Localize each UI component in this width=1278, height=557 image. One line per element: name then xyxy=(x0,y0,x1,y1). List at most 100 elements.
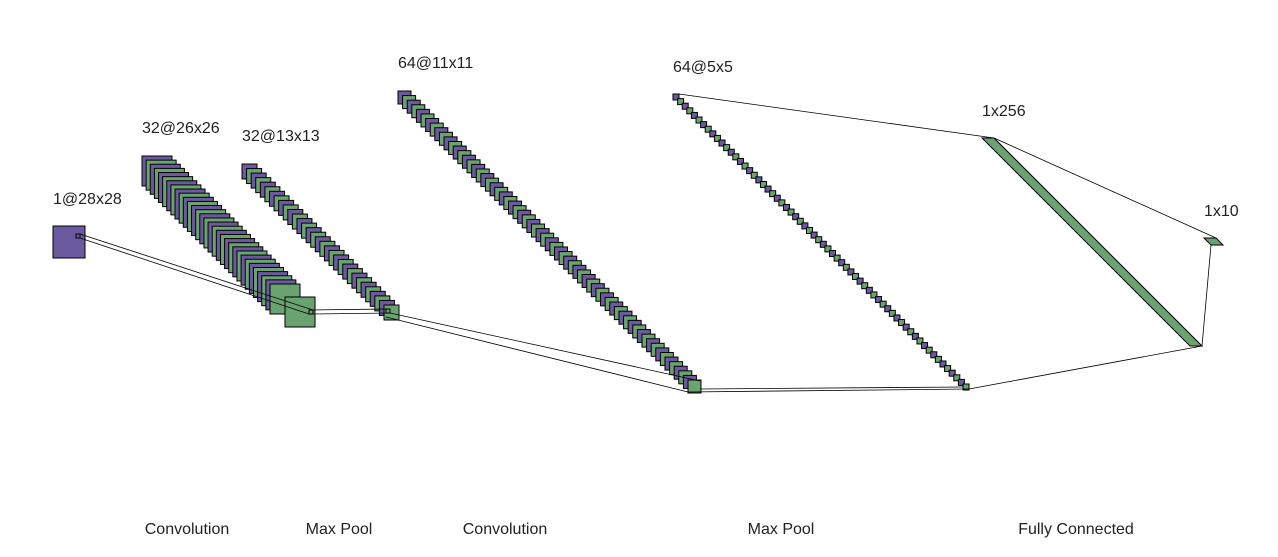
layer-pool2-stack xyxy=(672,93,970,391)
feature-map xyxy=(957,378,965,386)
feature-map xyxy=(925,346,933,354)
feature-map xyxy=(875,296,883,304)
feature-map xyxy=(52,225,86,259)
feature-map xyxy=(681,102,689,110)
feature-map xyxy=(884,305,892,313)
connection-line xyxy=(385,316,689,393)
feature-map xyxy=(718,139,726,147)
feature-map xyxy=(944,365,952,373)
operation-label-convolution-1: Convolution xyxy=(145,521,230,538)
feature-map xyxy=(805,226,813,234)
layer-label-pool1: 32@13x13 xyxy=(242,128,320,145)
layer-conv2-stack xyxy=(397,90,702,394)
feature-map xyxy=(792,213,800,221)
layer-label-pool2: 64@5x5 xyxy=(673,59,733,76)
feature-map xyxy=(824,245,832,253)
feature-map xyxy=(787,208,795,216)
connection-line xyxy=(79,237,310,315)
operation-label-maxpool-2: Max Pool xyxy=(748,521,815,538)
layer-pool1-stack xyxy=(241,163,400,321)
layer-fc10-bar xyxy=(1202,237,1225,246)
kernel-window xyxy=(308,309,314,315)
connection-line xyxy=(1201,244,1212,347)
feature-map xyxy=(819,240,827,248)
feature-map xyxy=(704,125,712,133)
feature-map xyxy=(856,277,864,285)
feature-map xyxy=(911,332,919,340)
feature-map xyxy=(686,107,694,115)
feature-map xyxy=(810,231,818,239)
feature-map xyxy=(700,121,708,129)
operation-label-fully-connected: Fully Connected xyxy=(1018,521,1134,538)
feature-map xyxy=(741,162,749,170)
layer-fc256-bar xyxy=(980,137,1204,347)
kernel-window xyxy=(75,233,81,239)
feature-map xyxy=(755,176,763,184)
connection-line xyxy=(308,308,387,311)
feature-map xyxy=(879,300,887,308)
feature-map xyxy=(842,263,850,271)
feature-map xyxy=(695,116,703,124)
feature-map xyxy=(921,342,929,350)
layer-label-input: 1@28x28 xyxy=(53,191,122,208)
feature-map xyxy=(782,203,790,211)
feature-map xyxy=(769,190,777,198)
layer-input-stack xyxy=(52,225,86,259)
feature-map xyxy=(865,286,873,294)
feature-map xyxy=(677,98,685,106)
layer-conv1-stack xyxy=(141,155,316,328)
operation-label-maxpool-1: Max Pool xyxy=(306,521,373,538)
layer-label-conv1: 32@26x26 xyxy=(142,120,220,137)
feature-map xyxy=(888,309,896,317)
feature-map xyxy=(723,144,731,152)
feature-map xyxy=(861,282,869,290)
feature-map xyxy=(778,199,786,207)
connection-line xyxy=(687,388,970,393)
feature-map xyxy=(690,111,698,119)
feature-map xyxy=(893,314,901,322)
feature-map xyxy=(709,130,717,138)
dense-bar xyxy=(1202,237,1225,246)
feature-map xyxy=(852,273,860,281)
feature-map xyxy=(838,259,846,267)
connection-line xyxy=(699,386,964,390)
feature-map xyxy=(746,167,754,175)
feature-map xyxy=(833,254,841,262)
feature-map xyxy=(898,319,906,327)
feature-map xyxy=(847,268,855,276)
feature-map xyxy=(907,328,915,336)
connection-line xyxy=(312,312,391,315)
connection-lines xyxy=(79,93,1217,393)
feature-map xyxy=(829,250,837,258)
kernel-window xyxy=(385,308,391,314)
feature-map xyxy=(713,134,721,142)
feature-map xyxy=(796,217,804,225)
connection-line xyxy=(79,233,314,311)
feature-map xyxy=(773,194,781,202)
feature-map xyxy=(732,153,740,161)
layer-label-conv2: 64@11x11 xyxy=(398,55,473,72)
feature-map xyxy=(934,355,942,363)
feature-map xyxy=(939,360,947,368)
layer-label-fc256: 1x256 xyxy=(982,103,1026,120)
connection-line xyxy=(968,345,1203,390)
feature-map xyxy=(764,185,772,193)
feature-map xyxy=(930,351,938,359)
feature-map xyxy=(870,291,878,299)
feature-map xyxy=(687,379,702,394)
connection-line xyxy=(993,137,1217,239)
feature-map xyxy=(815,236,823,244)
feature-map xyxy=(953,374,961,382)
layer-label-fc10: 1x10 xyxy=(1204,203,1239,220)
feature-map xyxy=(916,337,924,345)
feature-map xyxy=(750,171,758,179)
feature-map xyxy=(801,222,809,230)
feature-map xyxy=(902,323,910,331)
feature-map xyxy=(727,148,735,156)
feature-map xyxy=(948,369,956,377)
dense-bar xyxy=(980,137,1204,347)
feature-map xyxy=(672,93,680,101)
feature-map xyxy=(736,157,744,165)
connection-line xyxy=(389,312,701,382)
